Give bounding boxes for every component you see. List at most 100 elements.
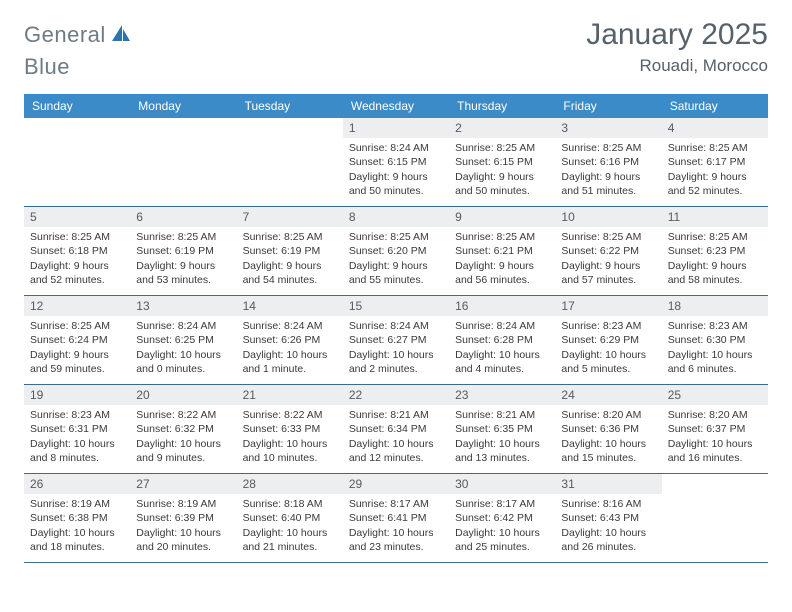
day-body bbox=[24, 138, 130, 147]
day-number bbox=[237, 118, 343, 138]
sail-icon bbox=[110, 23, 132, 48]
day-body bbox=[662, 494, 768, 503]
day-body: Sunrise: 8:23 AMSunset: 6:29 PMDaylight:… bbox=[555, 316, 661, 382]
day-line: Sunset: 6:17 PM bbox=[668, 155, 762, 169]
day-line: Sunrise: 8:23 AM bbox=[561, 319, 655, 333]
day-number: 29 bbox=[343, 474, 449, 494]
day-line: Daylight: 10 hours and 26 minutes. bbox=[561, 526, 655, 554]
day-line: Sunrise: 8:25 AM bbox=[455, 141, 549, 155]
dow-wednesday: Wednesday bbox=[343, 94, 449, 118]
day-body: Sunrise: 8:25 AMSunset: 6:17 PMDaylight:… bbox=[662, 138, 768, 204]
day-line: Sunset: 6:37 PM bbox=[668, 422, 762, 436]
week-row: 19Sunrise: 8:23 AMSunset: 6:31 PMDayligh… bbox=[24, 385, 768, 474]
day-cell bbox=[237, 118, 343, 206]
day-line: Sunrise: 8:19 AM bbox=[136, 497, 230, 511]
day-number: 22 bbox=[343, 385, 449, 405]
day-body: Sunrise: 8:25 AMSunset: 6:23 PMDaylight:… bbox=[662, 227, 768, 293]
day-cell: 19Sunrise: 8:23 AMSunset: 6:31 PMDayligh… bbox=[24, 385, 130, 473]
day-number bbox=[130, 118, 236, 138]
dow-thursday: Thursday bbox=[449, 94, 555, 118]
day-number: 28 bbox=[237, 474, 343, 494]
day-body: Sunrise: 8:25 AMSunset: 6:19 PMDaylight:… bbox=[130, 227, 236, 293]
day-line: Daylight: 10 hours and 4 minutes. bbox=[455, 348, 549, 376]
day-line: Sunrise: 8:21 AM bbox=[455, 408, 549, 422]
day-line: Sunset: 6:16 PM bbox=[561, 155, 655, 169]
location-label: Rouadi, Morocco bbox=[586, 56, 768, 76]
day-line: Daylight: 10 hours and 16 minutes. bbox=[668, 437, 762, 465]
brand-logo: General bbox=[24, 22, 136, 48]
day-line: Sunrise: 8:25 AM bbox=[243, 230, 337, 244]
dow-monday: Monday bbox=[130, 94, 236, 118]
brand-name-a: General bbox=[24, 22, 106, 48]
day-line: Sunrise: 8:24 AM bbox=[349, 319, 443, 333]
day-line: Sunrise: 8:25 AM bbox=[455, 230, 549, 244]
day-cell: 4Sunrise: 8:25 AMSunset: 6:17 PMDaylight… bbox=[662, 118, 768, 206]
month-title: January 2025 bbox=[586, 18, 768, 52]
day-body: Sunrise: 8:25 AMSunset: 6:19 PMDaylight:… bbox=[237, 227, 343, 293]
day-cell: 24Sunrise: 8:20 AMSunset: 6:36 PMDayligh… bbox=[555, 385, 661, 473]
day-number: 5 bbox=[24, 207, 130, 227]
day-cell: 16Sunrise: 8:24 AMSunset: 6:28 PMDayligh… bbox=[449, 296, 555, 384]
day-line: Sunrise: 8:23 AM bbox=[668, 319, 762, 333]
day-body: Sunrise: 8:19 AMSunset: 6:38 PMDaylight:… bbox=[24, 494, 130, 560]
day-number bbox=[662, 474, 768, 494]
day-line: Sunrise: 8:17 AM bbox=[349, 497, 443, 511]
day-line: Sunset: 6:36 PM bbox=[561, 422, 655, 436]
day-cell: 27Sunrise: 8:19 AMSunset: 6:39 PMDayligh… bbox=[130, 474, 236, 562]
day-line: Sunrise: 8:24 AM bbox=[136, 319, 230, 333]
day-line: Daylight: 9 hours and 54 minutes. bbox=[243, 259, 337, 287]
day-cell: 1Sunrise: 8:24 AMSunset: 6:15 PMDaylight… bbox=[343, 118, 449, 206]
day-line: Sunset: 6:26 PM bbox=[243, 333, 337, 347]
day-line: Sunset: 6:19 PM bbox=[243, 244, 337, 258]
day-body: Sunrise: 8:21 AMSunset: 6:34 PMDaylight:… bbox=[343, 405, 449, 471]
day-line: Sunset: 6:23 PM bbox=[668, 244, 762, 258]
day-line: Sunset: 6:24 PM bbox=[30, 333, 124, 347]
day-body: Sunrise: 8:17 AMSunset: 6:42 PMDaylight:… bbox=[449, 494, 555, 560]
day-line: Sunset: 6:15 PM bbox=[349, 155, 443, 169]
day-cell: 11Sunrise: 8:25 AMSunset: 6:23 PMDayligh… bbox=[662, 207, 768, 295]
day-line: Sunrise: 8:21 AM bbox=[349, 408, 443, 422]
day-cell: 3Sunrise: 8:25 AMSunset: 6:16 PMDaylight… bbox=[555, 118, 661, 206]
week-row: 5Sunrise: 8:25 AMSunset: 6:18 PMDaylight… bbox=[24, 207, 768, 296]
day-number: 20 bbox=[130, 385, 236, 405]
dow-sunday: Sunday bbox=[24, 94, 130, 118]
day-line: Sunrise: 8:25 AM bbox=[668, 141, 762, 155]
day-body bbox=[130, 138, 236, 147]
day-line: Sunset: 6:15 PM bbox=[455, 155, 549, 169]
calendar: Sunday Monday Tuesday Wednesday Thursday… bbox=[24, 94, 768, 563]
day-line: Daylight: 10 hours and 2 minutes. bbox=[349, 348, 443, 376]
day-line: Sunrise: 8:25 AM bbox=[561, 230, 655, 244]
day-cell: 13Sunrise: 8:24 AMSunset: 6:25 PMDayligh… bbox=[130, 296, 236, 384]
day-cell: 18Sunrise: 8:23 AMSunset: 6:30 PMDayligh… bbox=[662, 296, 768, 384]
day-cell: 6Sunrise: 8:25 AMSunset: 6:19 PMDaylight… bbox=[130, 207, 236, 295]
day-body: Sunrise: 8:22 AMSunset: 6:33 PMDaylight:… bbox=[237, 405, 343, 471]
day-line: Daylight: 9 hours and 58 minutes. bbox=[668, 259, 762, 287]
day-line: Sunrise: 8:25 AM bbox=[349, 230, 443, 244]
day-line: Daylight: 10 hours and 10 minutes. bbox=[243, 437, 337, 465]
day-body: Sunrise: 8:24 AMSunset: 6:25 PMDaylight:… bbox=[130, 316, 236, 382]
day-line: Daylight: 10 hours and 25 minutes. bbox=[455, 526, 549, 554]
day-line: Daylight: 10 hours and 1 minute. bbox=[243, 348, 337, 376]
day-line: Sunrise: 8:16 AM bbox=[561, 497, 655, 511]
day-line: Sunset: 6:42 PM bbox=[455, 511, 549, 525]
week-row: 26Sunrise: 8:19 AMSunset: 6:38 PMDayligh… bbox=[24, 474, 768, 563]
day-line: Daylight: 9 hours and 50 minutes. bbox=[349, 170, 443, 198]
day-line: Sunrise: 8:22 AM bbox=[136, 408, 230, 422]
day-line: Sunset: 6:34 PM bbox=[349, 422, 443, 436]
day-line: Daylight: 10 hours and 12 minutes. bbox=[349, 437, 443, 465]
day-line: Sunrise: 8:25 AM bbox=[136, 230, 230, 244]
day-line: Sunset: 6:27 PM bbox=[349, 333, 443, 347]
day-line: Daylight: 10 hours and 23 minutes. bbox=[349, 526, 443, 554]
day-number: 30 bbox=[449, 474, 555, 494]
day-cell: 26Sunrise: 8:19 AMSunset: 6:38 PMDayligh… bbox=[24, 474, 130, 562]
dow-header-row: Sunday Monday Tuesday Wednesday Thursday… bbox=[24, 94, 768, 118]
day-number: 31 bbox=[555, 474, 661, 494]
day-line: Sunset: 6:40 PM bbox=[243, 511, 337, 525]
day-body: Sunrise: 8:17 AMSunset: 6:41 PMDaylight:… bbox=[343, 494, 449, 560]
day-number: 4 bbox=[662, 118, 768, 138]
day-number: 26 bbox=[24, 474, 130, 494]
day-body: Sunrise: 8:23 AMSunset: 6:31 PMDaylight:… bbox=[24, 405, 130, 471]
day-number: 13 bbox=[130, 296, 236, 316]
day-line: Sunset: 6:33 PM bbox=[243, 422, 337, 436]
day-number: 7 bbox=[237, 207, 343, 227]
